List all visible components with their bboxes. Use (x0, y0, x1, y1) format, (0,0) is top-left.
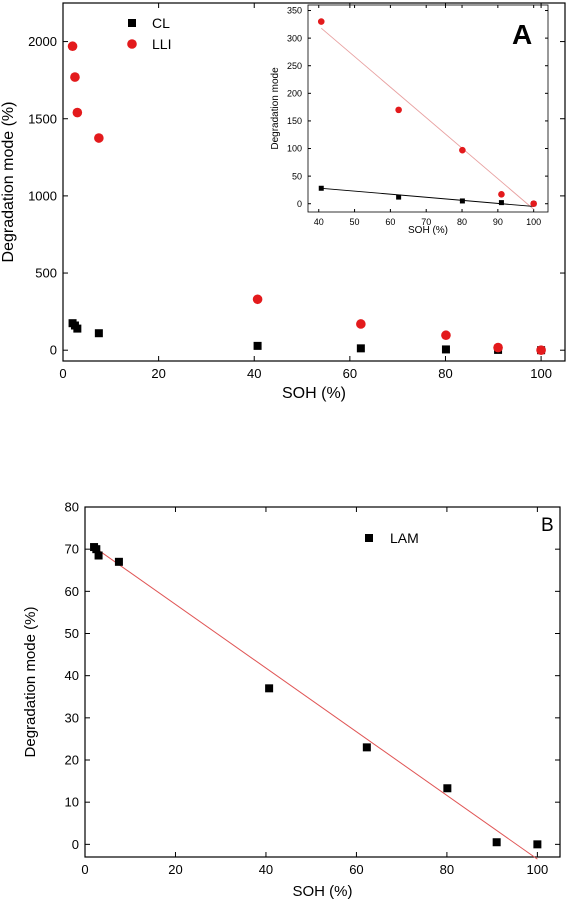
data-point-lli (536, 345, 546, 355)
x-tick-label: 0 (81, 862, 88, 877)
y-tick-label: 200 (287, 88, 302, 98)
data-point-lam (94, 551, 103, 560)
data-point-lli (441, 330, 451, 341)
y-tick-label: 100 (287, 144, 302, 154)
y-tick-label: 60 (65, 584, 79, 599)
x-tick-label: 60 (349, 862, 363, 877)
data-point-lli (356, 319, 366, 329)
y-tick-label: 0 (72, 837, 79, 852)
y-tick-label: 70 (65, 542, 79, 557)
x-tick-label: 70 (421, 217, 431, 227)
legend-label-lam: LAM (390, 530, 419, 546)
x-tick-label: 40 (314, 217, 324, 227)
x-tick-label: 0 (59, 366, 66, 381)
y-tick-label: 20 (65, 753, 79, 768)
data-point-lli (72, 107, 83, 118)
x-axis-label: SOH (%) (408, 225, 448, 236)
y-tick-label: 80 (65, 500, 79, 515)
inset-background (276, 3, 564, 291)
y-tick-label: 0 (50, 343, 57, 358)
data-point-cl (356, 344, 365, 353)
data-point-lli (530, 200, 537, 208)
y-tick-label: 30 (65, 710, 79, 725)
legend-marker-lli (127, 39, 137, 49)
fit-line (321, 187, 534, 207)
data-point-cl (94, 329, 103, 338)
x-tick-label: 40 (259, 862, 273, 877)
y-tick-label: 250 (287, 61, 302, 71)
y-tick-label: 10 (65, 795, 79, 810)
x-tick-label: 50 (350, 217, 360, 227)
x-tick-label: 80 (440, 862, 454, 877)
panel-label-b: B (541, 515, 554, 536)
y-tick-label: 500 (35, 266, 57, 281)
fit-line (93, 546, 538, 860)
data-point-lam (492, 838, 501, 847)
plot-frame (62, 2, 566, 362)
legend-label-lli: LLI (152, 36, 171, 52)
x-tick-label: 100 (526, 217, 541, 227)
data-point-lli (498, 191, 505, 198)
data-point-cl (396, 194, 402, 200)
fit-line (320, 27, 534, 210)
data-point-cl (459, 198, 465, 204)
legend-marker-lam (365, 534, 373, 542)
data-point-cl (73, 324, 82, 333)
plot-frame (307, 4, 549, 213)
y-axis-label: Degradation mode (%) (0, 102, 17, 263)
x-tick-label: 80 (457, 217, 467, 227)
data-point-lli (94, 133, 104, 143)
data-point-lli (67, 41, 78, 52)
legend-marker-cl (128, 19, 136, 27)
data-point-lli (493, 342, 503, 353)
y-tick-label: 50 (292, 171, 302, 181)
data-point-lli (459, 146, 466, 154)
data-point-lam (362, 743, 371, 752)
data-point-cl (498, 200, 504, 206)
y-axis-label: Degradation mode (%) (22, 607, 39, 758)
data-point-lli (395, 106, 402, 114)
y-tick-label: 2000 (28, 34, 57, 49)
x-axis-label: SOH (%) (282, 385, 346, 402)
y-tick-label: 1000 (28, 188, 57, 203)
plot-frame (84, 506, 561, 858)
x-tick-label: 100 (530, 366, 552, 381)
panel-a: 40 50 60 70 80 90 100050100150200250300350SOH … (0, 2, 566, 402)
data-point-lam (443, 784, 452, 793)
data-point-lam (533, 840, 542, 849)
data-point-cl (253, 341, 262, 350)
data-point-lam (114, 557, 123, 566)
data-point-lli (70, 72, 80, 82)
data-point-lli (317, 18, 325, 25)
y-tick-label: 1500 (28, 111, 57, 126)
data-point-lli (252, 294, 263, 305)
data-point-lam (265, 684, 274, 693)
x-tick-label: 40 (247, 366, 261, 381)
x-tick-label: 20 (168, 862, 182, 877)
x-tick-label: 20 (151, 366, 165, 381)
y-axis-label: Degradation mode (270, 67, 281, 150)
y-tick-label: 50 (65, 626, 79, 641)
x-tick-label: 90 (493, 217, 503, 227)
y-tick-label: 300 (287, 33, 302, 43)
data-point-cl (318, 185, 324, 191)
y-tick-label: 40 (65, 668, 79, 683)
data-point-cl (441, 345, 450, 354)
panel-label-a: A (512, 19, 532, 50)
x-tick-label: 60 (343, 366, 357, 381)
y-tick-label: 150 (287, 116, 302, 126)
y-tick-label: 0 (297, 199, 302, 209)
y-tick-label: 350 (287, 6, 302, 16)
data-point-lam (92, 545, 101, 554)
x-axis-label: SOH (%) (293, 883, 353, 900)
x-tick-label: 60 (385, 217, 395, 227)
x-tick-label: 100 (527, 862, 549, 877)
legend-label-cl: CL (152, 15, 170, 31)
inset-chart: 40 50 60 70 80 90 100 0 50 100 150 200 250 300 350 SOH … (270, 3, 564, 291)
panel-b: 0 20 40 60 80 100 0 10 20 30 40 50 60 70 80 SOH (%) Degr… (22, 500, 561, 900)
x-tick-label: 80 (438, 366, 452, 381)
